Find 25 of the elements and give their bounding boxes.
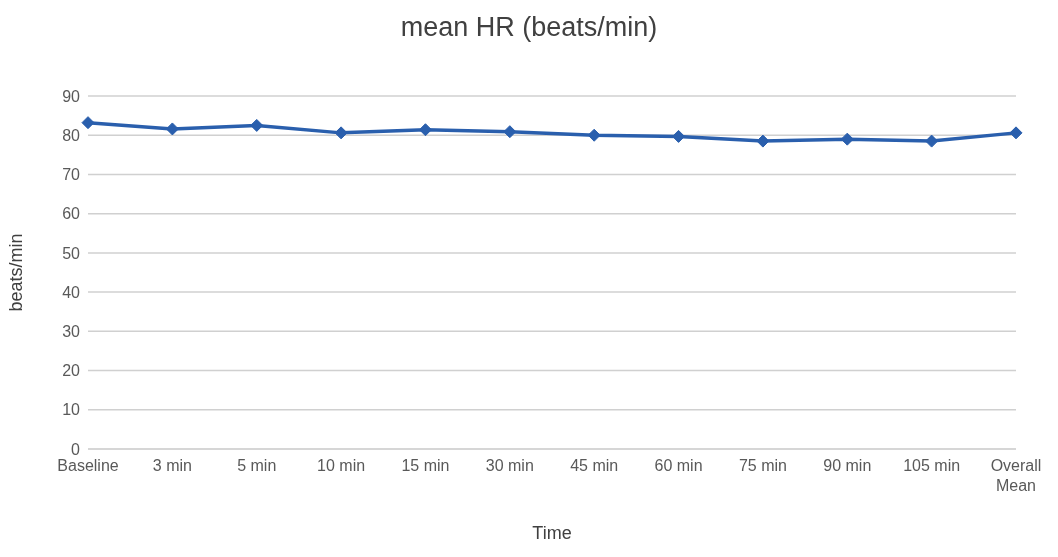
- x-tick-label: 60 min: [654, 457, 703, 474]
- y-tick-label: 90: [62, 87, 81, 105]
- chart-title: mean HR (beats/min): [399, 12, 659, 43]
- y-tick-label: 30: [62, 323, 81, 341]
- y-tick-label: 40: [62, 283, 81, 301]
- x-tick-label: 5 min: [237, 457, 277, 474]
- y-tick-label: 20: [62, 362, 81, 380]
- x-tick-label: 45 min: [570, 457, 619, 474]
- y-tick-label: 60: [62, 205, 81, 223]
- y-axis-title: beats/min: [6, 233, 27, 312]
- x-tick-label: 90 min: [823, 457, 872, 474]
- x-tick-label: 3 min: [152, 457, 192, 474]
- x-tick-label: 105 min: [903, 457, 961, 474]
- x-tick-label: 15 min: [401, 457, 450, 474]
- x-axis-title: Time: [532, 523, 572, 543]
- y-tick-label: 0: [71, 440, 81, 458]
- x-tick-label: 10 min: [317, 457, 366, 474]
- x-tick-label: 30 min: [485, 457, 534, 474]
- y-tick-label: 10: [62, 401, 81, 419]
- y-tick-label: 70: [62, 166, 81, 184]
- x-tick-label: 75 min: [738, 457, 787, 474]
- x-tick-label: Baseline: [57, 457, 119, 474]
- x-tick-label: Overall Mean: [990, 457, 1042, 494]
- y-tick-label: 50: [62, 244, 81, 262]
- y-tick-label: 80: [62, 126, 81, 144]
